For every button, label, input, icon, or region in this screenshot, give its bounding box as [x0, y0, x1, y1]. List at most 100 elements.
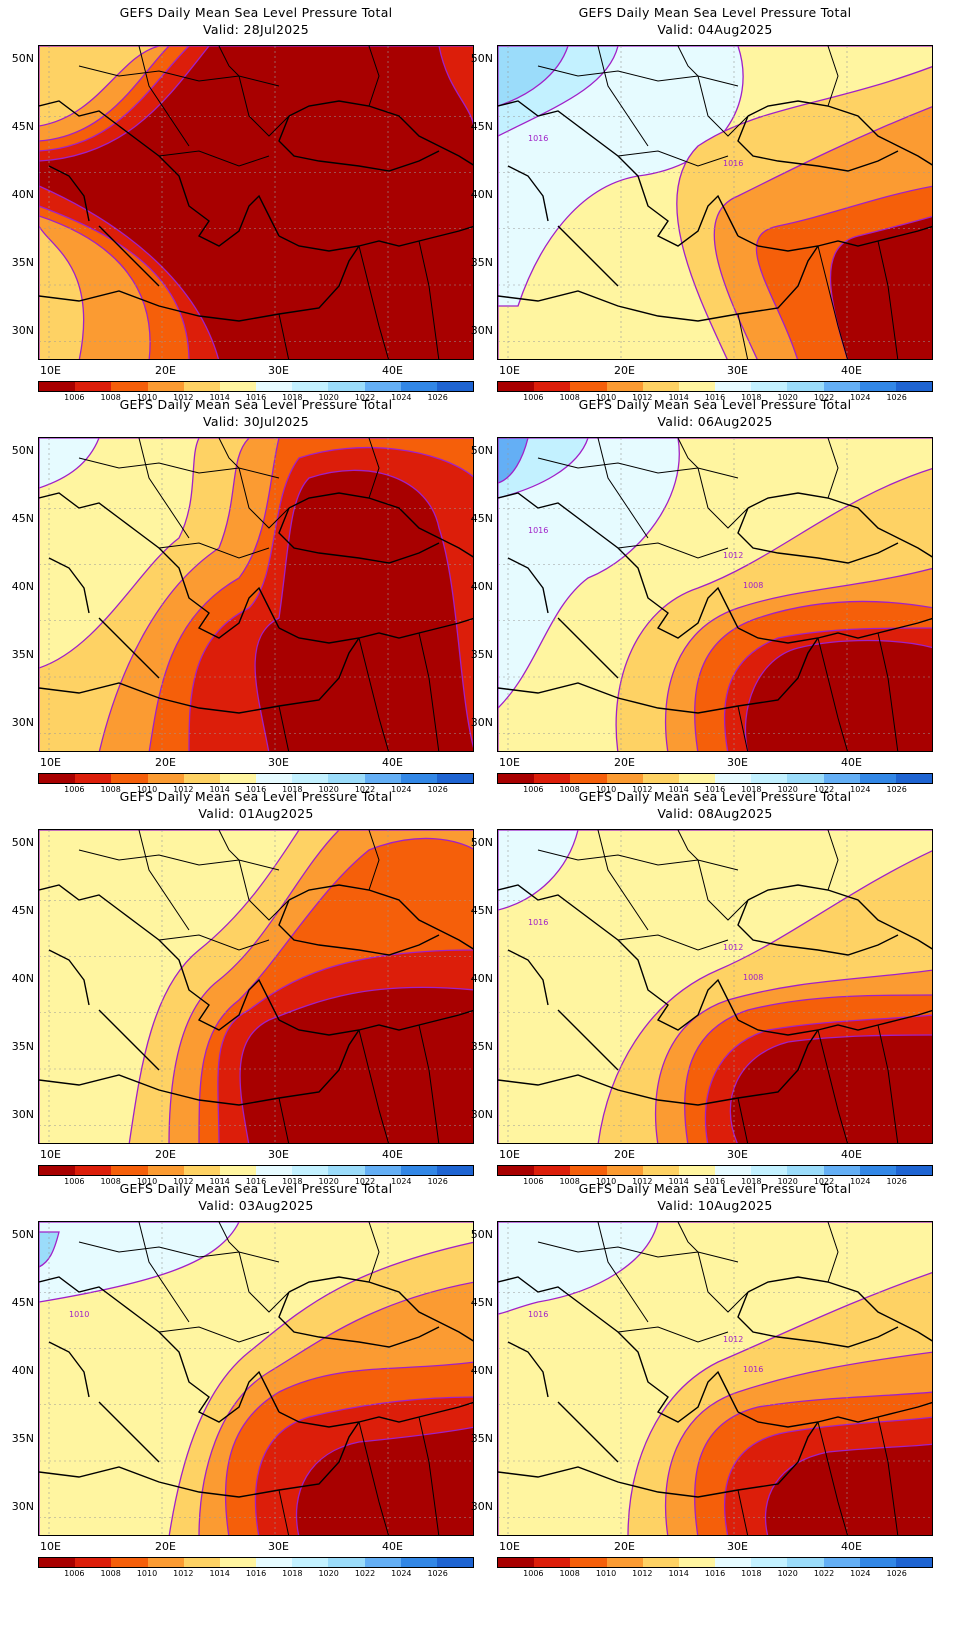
colorbar-swatch	[292, 1558, 329, 1567]
colorbar-label: 1026	[886, 785, 907, 794]
colorbar-label: 1024	[391, 393, 412, 402]
border	[78, 65, 280, 87]
coastline	[498, 637, 819, 714]
coastline	[737, 617, 932, 644]
colorbar-swatch	[147, 1558, 184, 1567]
colorbar-label: 1022	[813, 1177, 835, 1186]
colorbar-swatch	[787, 1166, 824, 1175]
longitude-label: 40E	[382, 364, 403, 377]
border	[597, 438, 649, 539]
colorbar-swatch	[642, 1558, 679, 1567]
border	[78, 849, 280, 871]
colorbar-swatch	[570, 382, 607, 391]
pressure-map: 1016 1012 1008	[497, 829, 933, 1144]
longitude-label: 30E	[268, 364, 289, 377]
colorbar-swatch	[39, 382, 76, 391]
colorbar-swatch	[400, 1558, 437, 1567]
colorbar-swatch	[183, 1166, 220, 1175]
latitude-label: 45N	[470, 904, 493, 917]
border	[238, 859, 290, 921]
longitude-label: 10E	[499, 1540, 520, 1553]
colorbar-label: 1020	[318, 1177, 339, 1186]
panel-valid-date: Valid: 10Aug2025	[657, 1198, 773, 1213]
border	[537, 849, 739, 871]
coastline	[278, 1009, 473, 1036]
border	[737, 1097, 749, 1143]
colorbar-label: 1020	[318, 393, 339, 402]
border	[597, 46, 649, 147]
colorbar-label: 1022	[354, 393, 376, 402]
colorbar-swatch	[823, 382, 860, 391]
pressure-band	[498, 1222, 659, 1315]
border	[697, 467, 749, 529]
contour-label: 1016	[743, 1365, 763, 1374]
colorbar-label: 1016	[245, 785, 267, 794]
colorbar-swatch	[39, 1558, 76, 1567]
colorbar-swatch	[498, 382, 535, 391]
border	[827, 46, 839, 107]
colorbar-label: 1016	[704, 1177, 726, 1186]
latitude-label: 30N	[11, 1500, 34, 1513]
border	[368, 830, 380, 891]
colorbar-label: 1008	[100, 393, 121, 402]
colorbar-swatch	[183, 382, 220, 391]
colorbar-swatch	[111, 1166, 148, 1175]
colorbar-label: 1024	[850, 1177, 871, 1186]
latitude-label: 50N	[11, 836, 34, 849]
border	[677, 438, 699, 469]
colorbar-label: 1018	[741, 1569, 762, 1578]
colorbar-label: 1008	[559, 785, 580, 794]
colorbar-swatch	[256, 1558, 293, 1567]
colorbar-swatch	[436, 1558, 474, 1567]
latitude-label: 30N	[11, 1108, 34, 1121]
coastline	[39, 1421, 360, 1498]
coastline	[39, 245, 360, 322]
border	[138, 830, 190, 931]
colorbar-swatch	[292, 1166, 329, 1175]
longitude-label: 40E	[382, 756, 403, 769]
coastline	[288, 100, 473, 166]
contour-label: 1012	[723, 1335, 743, 1344]
border	[877, 1416, 899, 1535]
colorbar-swatch	[256, 1166, 293, 1175]
longitude-label: 20E	[155, 756, 176, 769]
border	[677, 1222, 699, 1253]
longitude-label: 40E	[841, 364, 862, 377]
colorbar-label: 1022	[813, 1569, 835, 1578]
border	[218, 1222, 240, 1253]
colorbar-label: 1014	[668, 1569, 689, 1578]
border	[418, 1024, 440, 1143]
colorbar-label: 1010	[595, 393, 617, 402]
border	[158, 934, 270, 951]
border	[78, 1241, 280, 1263]
colorbar-swatch	[219, 382, 257, 391]
border	[617, 1326, 729, 1343]
coastline	[507, 949, 549, 1006]
latitude-label: 45N	[11, 512, 34, 525]
border	[827, 830, 839, 891]
border	[238, 75, 290, 137]
pressure-band	[498, 438, 680, 709]
colorbar-swatch	[400, 382, 437, 391]
latitude-label: 35N	[11, 256, 34, 269]
pressure-band	[498, 438, 529, 484]
colorbar-label: 1018	[741, 393, 762, 402]
map-panel: GEFS Daily Mean Sea Level Pressure Total…	[0, 1176, 482, 1586]
colorbar-swatch	[364, 1558, 401, 1567]
colorbar	[497, 773, 933, 784]
latitude-label: 35N	[470, 1432, 493, 1445]
border	[368, 438, 380, 499]
colorbar-label: 1010	[136, 785, 158, 794]
contour-label: 1010	[69, 1310, 89, 1319]
colorbar-label: 1014	[668, 785, 689, 794]
colorbar-swatch	[364, 1166, 401, 1175]
border	[817, 245, 848, 359]
colorbar	[38, 1165, 474, 1176]
coastline	[737, 225, 932, 252]
latitude-label: 45N	[11, 120, 34, 133]
coastline	[98, 1009, 160, 1071]
colorbar-swatch	[400, 774, 437, 783]
colorbar-swatch	[39, 1166, 76, 1175]
colorbar-label: 1006	[523, 785, 544, 794]
panel-title: GEFS Daily Mean Sea Level Pressure Total	[119, 5, 393, 20]
